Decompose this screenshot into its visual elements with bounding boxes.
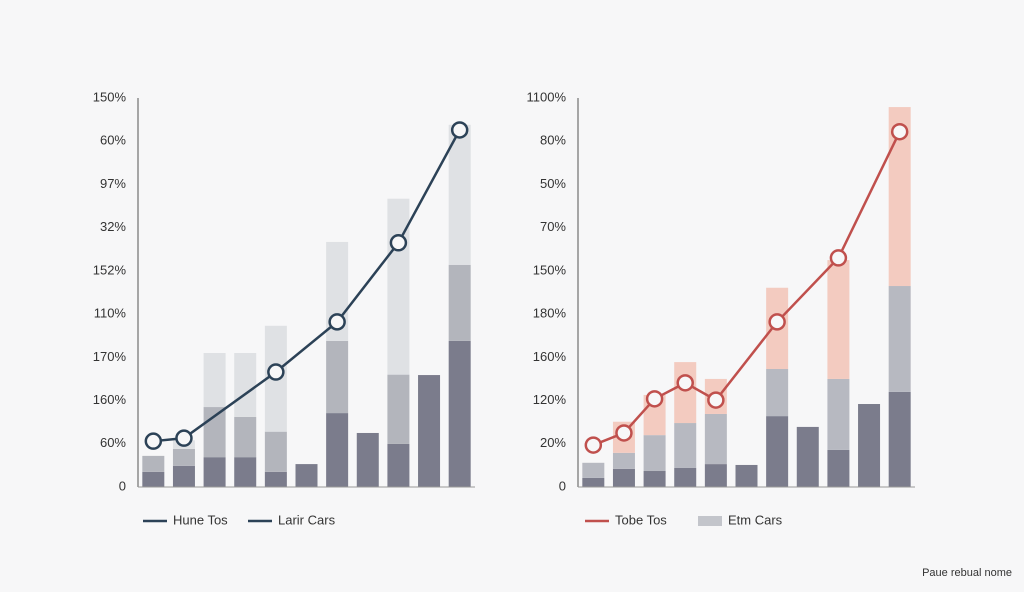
y-tick-label: 160%: [93, 392, 127, 407]
y-tick-label: 70%: [540, 219, 566, 234]
bar-segment: [203, 353, 226, 408]
bar-segment: [387, 443, 410, 487]
bar-segment: [704, 413, 727, 465]
bar-segment: [582, 477, 605, 487]
legend-label: Hune Tos: [173, 512, 228, 527]
bar-segment: [142, 471, 165, 487]
bar-segment: [448, 340, 471, 487]
line-point: [676, 374, 694, 392]
y-tick-label: 110%: [94, 306, 127, 321]
bar-segment: [888, 286, 911, 392]
line-point: [144, 432, 163, 450]
bar-segment: [264, 431, 287, 472]
bar-segment: [234, 416, 257, 458]
y-tick-label: 50%: [540, 176, 566, 191]
bar-segment: [172, 448, 195, 466]
bar-segment: [203, 407, 226, 458]
y-tick-label: 152%: [93, 262, 127, 277]
bar-segment: [827, 449, 850, 487]
y-tick-label: 150%: [93, 89, 127, 104]
line-point: [829, 249, 848, 267]
line-point: [175, 429, 193, 447]
bar-segment: [827, 378, 850, 450]
y-tick-label: 150%: [533, 262, 567, 277]
line-point: [645, 390, 664, 408]
bar-segment: [796, 426, 819, 487]
bar-segment: [203, 457, 226, 487]
bar-segment: [612, 452, 635, 469]
bar-segment: [295, 464, 318, 487]
bar-segment: [827, 260, 850, 379]
y-tick-label: 160%: [533, 349, 567, 364]
bar-segment: [674, 423, 697, 468]
bar-segment: [448, 264, 471, 341]
bar-segment: [326, 340, 349, 414]
y-tick-label: 32%: [100, 219, 126, 234]
line-point: [768, 313, 786, 331]
legend-label: Tobe Tos: [615, 512, 667, 527]
line-point: [389, 234, 408, 252]
bar-segment: [234, 457, 257, 487]
y-tick-label: 97%: [100, 176, 126, 191]
y-tick-label: 20%: [540, 435, 566, 450]
y-tick-label: 170%: [93, 349, 127, 364]
y-tick-label: 120%: [533, 392, 567, 407]
line-point: [267, 363, 285, 381]
footer: Paue rebual nome: [922, 567, 1012, 579]
bar-segment: [264, 471, 287, 487]
y-tick-label: 60%: [100, 435, 126, 450]
y-tick-label: 60%: [100, 133, 126, 148]
bar-segment: [582, 462, 605, 478]
bar-segment: [142, 455, 165, 472]
line-point: [890, 122, 909, 141]
bar-segment: [674, 467, 697, 487]
bar-segment: [766, 416, 789, 487]
bar-segment: [888, 391, 911, 487]
bar-segment: [766, 369, 789, 417]
bar-segment: [234, 353, 257, 417]
bar-segment: [356, 432, 379, 487]
line-point: [584, 436, 603, 454]
bar-segment: [326, 413, 349, 487]
bar-segment: [418, 375, 441, 487]
bar-segment: [643, 435, 666, 472]
y-tick-label: 1100%: [526, 89, 566, 104]
line-point: [450, 121, 469, 139]
bar-segment: [735, 464, 758, 487]
y-tick-label: 180%: [533, 306, 567, 321]
bar-segment: [858, 404, 881, 487]
legend-swatch: [698, 516, 722, 526]
legend-label: Etm Cars: [728, 512, 783, 527]
bar-segment: [704, 464, 727, 487]
y-tick-label: 80%: [540, 133, 566, 148]
line-point: [328, 313, 346, 331]
bar-segment: [387, 198, 410, 375]
bar-segment: [888, 107, 911, 287]
bar-segment: [612, 468, 635, 487]
line-point: [615, 424, 633, 442]
bar-segment: [674, 362, 697, 424]
line-point: [707, 391, 725, 409]
y-tick-label: 0: [119, 478, 126, 493]
legend-label: Larir Cars: [278, 512, 336, 527]
bar-segment: [387, 374, 410, 444]
bar-segment: [172, 465, 195, 487]
bar-segment: [448, 124, 471, 265]
y-tick-label: 0: [559, 478, 566, 493]
bar-segment: [643, 471, 666, 487]
